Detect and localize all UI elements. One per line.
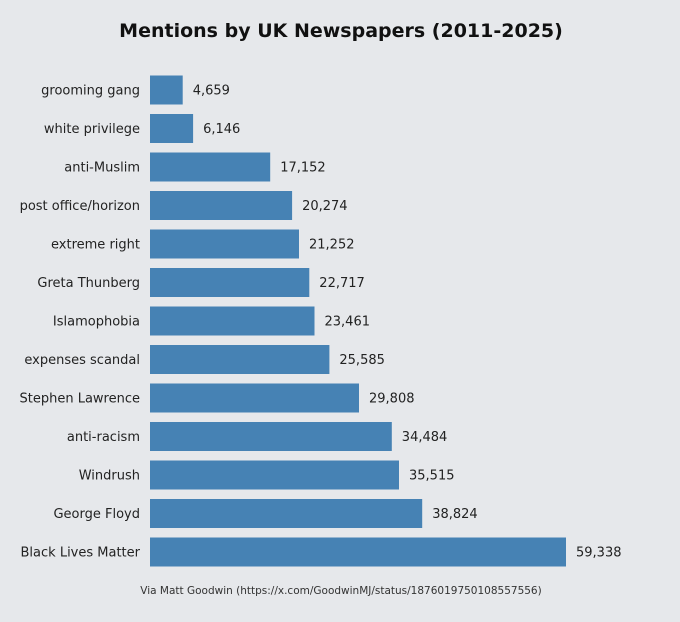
category-label-2: anti-Muslim xyxy=(64,161,140,176)
value-label-0: 4,659 xyxy=(193,84,230,99)
value-label-12: 59,338 xyxy=(576,546,622,561)
category-label-11: George Floyd xyxy=(53,507,140,522)
chart-title: Mentions by UK Newspapers (2011-2025) xyxy=(119,20,563,42)
category-label-3: post office/horizon xyxy=(20,199,140,214)
bar-10 xyxy=(150,460,399,490)
bar-0 xyxy=(150,75,183,105)
value-label-11: 38,824 xyxy=(432,507,478,522)
bar-5 xyxy=(150,268,310,297)
category-label-8: Stephen Lawrence xyxy=(20,392,141,407)
category-label-4: extreme right xyxy=(51,238,140,253)
bar-11 xyxy=(150,499,423,528)
category-label-7: expenses scandal xyxy=(24,353,140,368)
value-label-9: 34,484 xyxy=(402,430,448,445)
source-credit: Via Matt Goodwin (https://x.com/GoodwinM… xyxy=(140,585,541,597)
value-label-4: 21,252 xyxy=(309,238,355,253)
value-label-10: 35,515 xyxy=(409,469,455,484)
category-label-5: Greta Thunberg xyxy=(37,276,140,291)
bar-6 xyxy=(150,306,315,336)
bar-7 xyxy=(150,345,330,374)
value-label-2: 17,152 xyxy=(280,161,326,176)
bar-9 xyxy=(150,422,392,451)
value-label-6: 23,461 xyxy=(325,315,371,330)
category-label-10: Windrush xyxy=(79,469,140,484)
category-label-6: Islamophobia xyxy=(53,315,140,330)
value-label-8: 29,808 xyxy=(369,392,415,407)
category-label-0: grooming gang xyxy=(41,84,140,99)
bar-1 xyxy=(150,114,194,143)
bar-3 xyxy=(150,191,293,220)
category-label-12: Black Lives Matter xyxy=(21,546,141,561)
bar-4 xyxy=(150,229,299,259)
bars-group: grooming gang 4,659 white privilege 6,146 an… xyxy=(20,75,622,567)
value-label-3: 20,274 xyxy=(302,199,348,214)
bar-12 xyxy=(150,537,566,567)
bar-8 xyxy=(150,383,359,413)
bar-2 xyxy=(150,152,271,182)
category-label-9: anti-racism xyxy=(67,430,140,445)
value-label-5: 22,717 xyxy=(319,276,365,291)
value-label-1: 6,146 xyxy=(203,122,240,137)
category-label-1: white privilege xyxy=(44,122,140,137)
value-label-7: 25,585 xyxy=(339,353,385,368)
